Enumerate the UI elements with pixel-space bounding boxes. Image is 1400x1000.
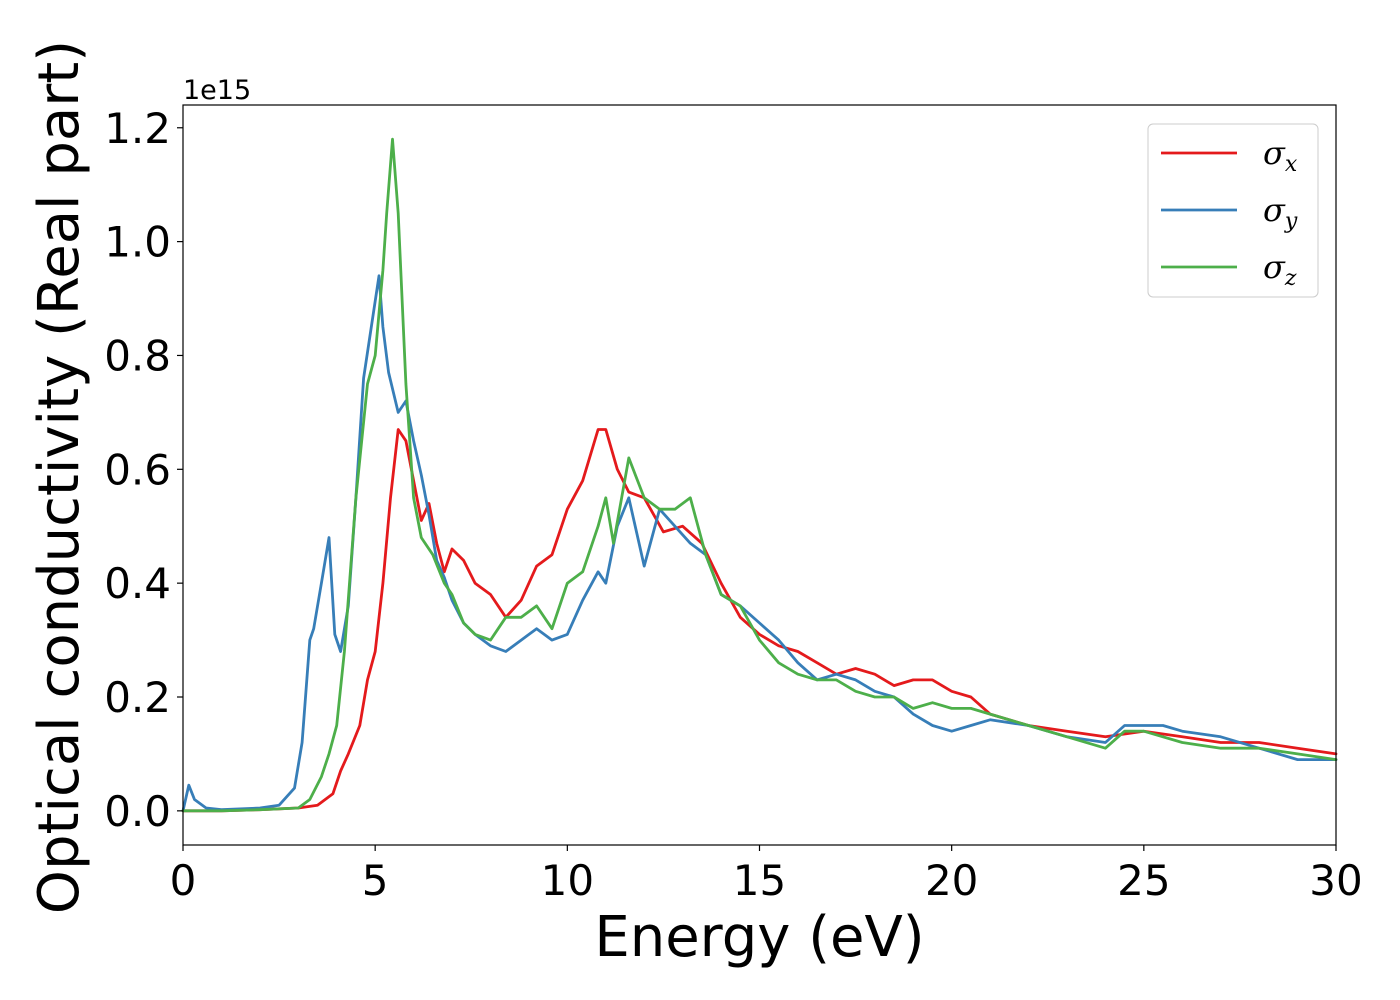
x-tick-label: 20	[925, 856, 978, 905]
y-tick-label: 0.2	[104, 673, 171, 722]
y-tick-label: 1.0	[104, 218, 171, 267]
legend-label-y: σy	[1263, 191, 1298, 234]
y-tick-label: 0.6	[104, 445, 171, 494]
legend-label-z: σz	[1263, 248, 1297, 291]
series-line-x	[181, 428, 1338, 813]
legend: σx σy σz	[1147, 123, 1319, 298]
x-tick-label: 10	[541, 856, 594, 905]
x-tick-label: 0	[170, 856, 197, 905]
y-axis-title: Optical conductivity (Real part)	[27, 40, 92, 914]
legend-label-x: σx	[1263, 134, 1298, 177]
y-tick-label: 0.0	[104, 787, 171, 836]
y-tick-label: 1.2	[104, 104, 171, 153]
x-axis: 0 5 10 15 20 25 30	[170, 845, 1363, 905]
x-axis-title: Energy (eV)	[594, 905, 924, 970]
x-tick-label: 30	[1309, 856, 1362, 905]
y-tick-label: 0.4	[104, 559, 171, 608]
x-tick-label: 5	[362, 856, 389, 905]
series-layer	[181, 137, 1338, 813]
x-tick-label: 25	[1117, 856, 1170, 905]
y-tick-label: 0.8	[104, 331, 171, 380]
series-line-y	[181, 274, 1338, 813]
y-axis: 0.0 0.2 0.4 0.6 0.8 1.0 1.2	[104, 104, 183, 836]
y-offset-label: 1e15	[183, 75, 251, 106]
x-tick-label: 15	[733, 856, 786, 905]
series-line-z	[181, 137, 1338, 813]
